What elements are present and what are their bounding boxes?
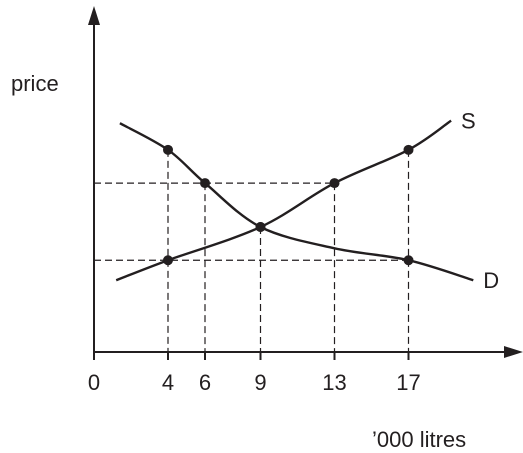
x-tick-label: 17 [396,370,420,395]
x-tick-label: 6 [199,370,211,395]
point-d [163,144,173,155]
x-ticks: 0 4 6 9 13 17 [88,352,421,395]
points [163,144,414,266]
point-d [255,221,266,232]
x-tick-label: 13 [322,370,346,395]
curve-label-d: D [483,268,499,293]
point-s [329,178,340,189]
point-s [403,144,414,155]
axes [88,6,523,358]
x-tick-label: 9 [254,370,266,395]
x-axis-label: ’000 litres [372,427,466,452]
curve-d [119,122,474,282]
point-d [403,255,414,266]
y-axis-label: price [11,71,59,96]
point-d [200,178,210,189]
curve-label-s: S [461,109,476,134]
x-tick-label: 4 [162,370,174,395]
x-tick-label: 0 [88,370,100,395]
x-axis-arrowhead [504,346,523,358]
curves: SD [115,109,499,293]
point-s [163,255,173,266]
guide-lines [94,149,410,352]
y-axis-arrowhead [88,6,100,25]
